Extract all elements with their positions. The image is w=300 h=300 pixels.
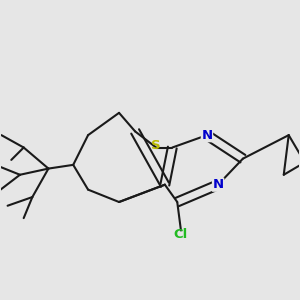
Text: Cl: Cl — [174, 229, 188, 242]
Text: N: N — [213, 178, 224, 191]
Text: N: N — [201, 129, 212, 142]
Text: S: S — [152, 139, 161, 152]
